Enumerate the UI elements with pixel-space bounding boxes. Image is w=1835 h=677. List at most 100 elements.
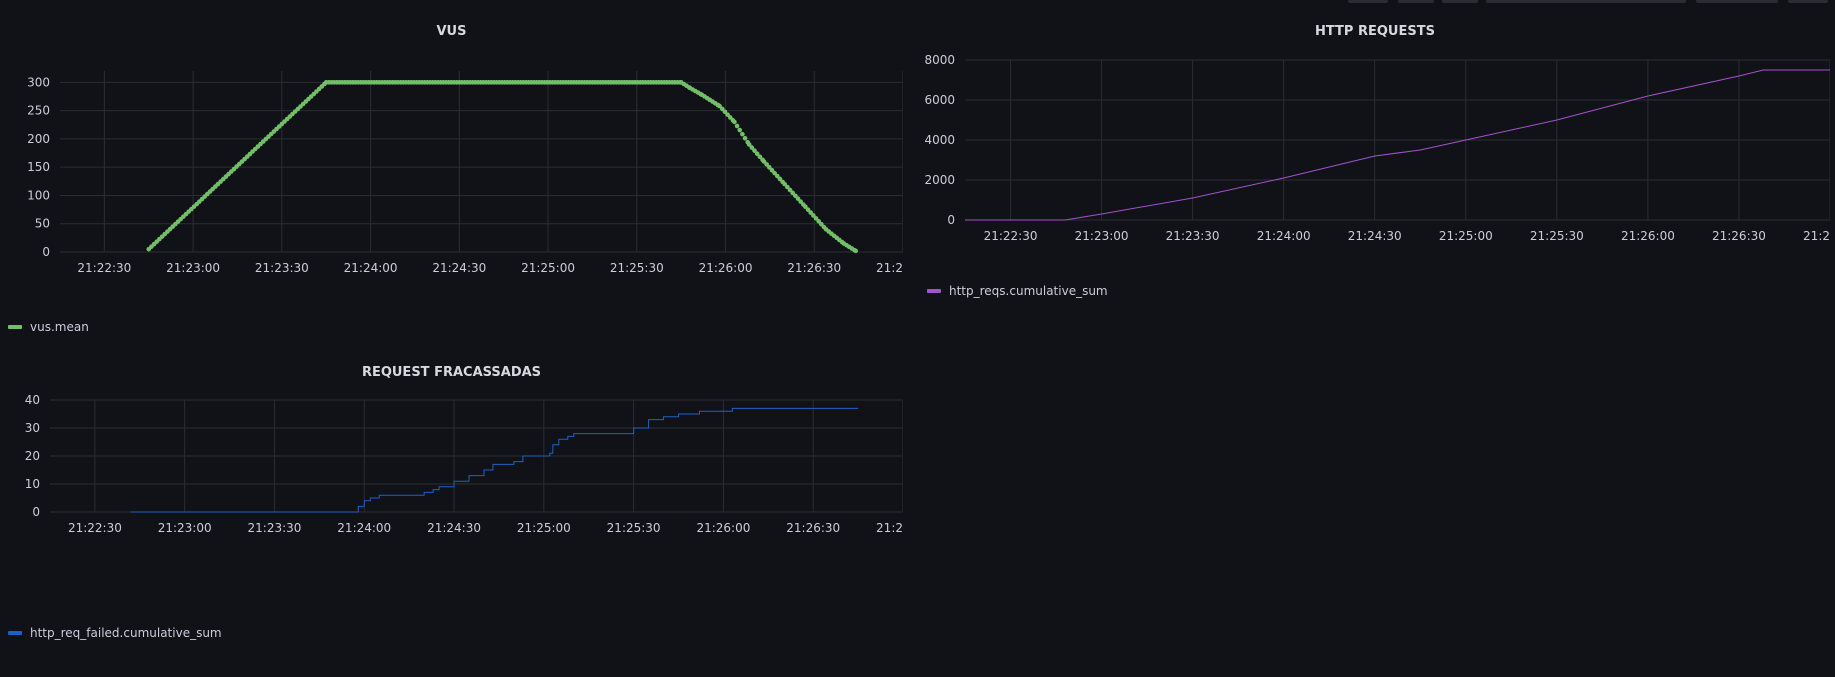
- legend-label: http_reqs.cumulative_sum: [949, 284, 1108, 298]
- y-tick-label: 30: [25, 421, 40, 435]
- x-tick-label: 21:24:30: [432, 261, 486, 275]
- legend-label: vus.mean: [30, 320, 89, 334]
- data-point: [777, 176, 783, 182]
- toolbar-button[interactable]: [1398, 0, 1434, 3]
- data-point: [853, 248, 858, 254]
- legend-swatch: [8, 325, 22, 329]
- x-tick-label: 21:27:00: [876, 521, 903, 535]
- x-tick-label: 21:26:30: [786, 521, 840, 535]
- x-tick-label: 21:26:00: [696, 521, 750, 535]
- x-tick-label: 21:22:30: [68, 521, 122, 535]
- data-point: [769, 167, 775, 173]
- chart-vus[interactable]: 0 50 100 150 200 250 300 21:22:30 21:23:00 21:23:…: [0, 50, 903, 335]
- x-tick-label: 21:25:00: [517, 521, 571, 535]
- x-tick-label: 21:24:30: [1348, 229, 1402, 243]
- x-tick-label: 21:24:00: [337, 521, 391, 535]
- x-tick-label: 21:26:30: [787, 261, 841, 275]
- data-point: [740, 131, 745, 137]
- series-line: [130, 407, 859, 513]
- data-point: [749, 145, 755, 150]
- x-tick-label: 21:25:30: [610, 261, 664, 275]
- data-point: [798, 199, 803, 204]
- x-tick-label: 21:22:30: [984, 229, 1038, 243]
- toolbar-button[interactable]: [1696, 0, 1778, 3]
- y-tick-label: 250: [27, 104, 50, 118]
- x-tick-label: 21:23:00: [166, 261, 220, 275]
- y-tick-label: 10: [25, 477, 40, 491]
- data-point: [752, 148, 757, 153]
- x-tick-label: 21:25:30: [1530, 229, 1584, 243]
- panel-title-http-requests: HTTP REQUESTS: [1315, 24, 1435, 39]
- toolbar-button[interactable]: [1442, 0, 1478, 3]
- data-point: [734, 123, 740, 129]
- x-tick-label: 21:26:00: [699, 261, 753, 275]
- legend-request-fracassadas[interactable]: http_req_failed.cumulative_sum: [8, 626, 222, 640]
- data-point: [767, 165, 772, 170]
- chart-request-fracassadas[interactable]: 0 10 20 30 40 21:22:30 21:23:00 21:23:30 21:24:0…: [0, 392, 903, 642]
- y-tick-label: 0: [32, 505, 40, 519]
- chart-http-requests[interactable]: 0 2000 4000 6000 8000 21:22:30 21:23:00 21:23:3…: [915, 50, 1830, 290]
- data-point: [811, 213, 816, 218]
- x-tick-label: 21:26:30: [1712, 229, 1766, 243]
- data-point: [782, 181, 787, 187]
- y-tick-label: 2000: [924, 173, 955, 187]
- x-tick-label: 21:27:00: [1803, 229, 1830, 243]
- x-tick-label: 21:25:00: [521, 261, 575, 275]
- legend-swatch: [927, 289, 941, 293]
- y-tick-label: 6000: [924, 93, 955, 107]
- y-tick-label: 40: [25, 393, 40, 407]
- x-tick-label: 21:23:30: [255, 261, 309, 275]
- panel-title-vus: VUS: [436, 24, 467, 39]
- y-tick-label: 200: [27, 132, 50, 146]
- data-point: [813, 216, 819, 221]
- x-tick-label: 21:22:30: [77, 261, 131, 275]
- legend-label: http_req_failed.cumulative_sum: [30, 626, 222, 640]
- data-point: [805, 207, 811, 212]
- x-tick-label: 21:25:00: [1439, 229, 1493, 243]
- data-point: [764, 162, 769, 167]
- x-tick-label: 21:24:00: [1257, 229, 1311, 243]
- x-tick-label: 21:23:30: [1166, 229, 1220, 243]
- data-point: [761, 159, 767, 164]
- x-tick-label: 21:24:00: [344, 261, 398, 275]
- y-tick-label: 50: [35, 217, 50, 231]
- y-tick-label: 0: [947, 213, 955, 227]
- y-tick-label: 20: [25, 449, 40, 463]
- y-tick-label: 8000: [924, 53, 955, 67]
- x-tick-label: 21:27:00: [876, 261, 903, 275]
- legend-swatch: [8, 631, 22, 635]
- data-point: [795, 196, 801, 201]
- data-point: [793, 193, 798, 199]
- x-tick-label: 21:23:00: [1075, 229, 1129, 243]
- toolbar-button[interactable]: [1788, 0, 1828, 3]
- data-point: [803, 204, 808, 210]
- legend-http-requests[interactable]: http_reqs.cumulative_sum: [927, 284, 1108, 298]
- legend-vus[interactable]: vus.mean: [8, 320, 89, 334]
- panel-title-request-fracassadas: REQUEST FRACASSADAS: [361, 365, 542, 380]
- data-point: [787, 187, 793, 193]
- data-point: [774, 173, 780, 179]
- data-point: [772, 170, 777, 176]
- data-point: [732, 119, 737, 125]
- series-line: [965, 69, 1830, 221]
- x-tick-label: 21:23:30: [248, 521, 302, 535]
- data-point: [737, 127, 743, 133]
- y-tick-label: 100: [27, 188, 50, 202]
- toolbar-button[interactable]: [1348, 0, 1388, 3]
- y-tick-label: 150: [27, 160, 50, 174]
- data-point: [808, 210, 814, 215]
- x-tick-label: 21:24:30: [427, 521, 481, 535]
- data-point: [754, 151, 760, 156]
- data-point: [785, 184, 790, 190]
- data-point: [816, 218, 821, 224]
- data-point: [819, 221, 824, 227]
- x-tick-label: 21:25:30: [607, 521, 661, 535]
- y-tick-label: 4000: [924, 133, 955, 147]
- data-point: [757, 154, 763, 160]
- toolbar-button[interactable]: [1486, 0, 1686, 3]
- x-tick-label: 21:26:00: [1621, 229, 1675, 243]
- data-point: [742, 135, 748, 141]
- y-tick-label: 0: [42, 245, 50, 259]
- x-tick-label: 21:23:00: [158, 521, 212, 535]
- y-tick-label: 300: [27, 75, 50, 89]
